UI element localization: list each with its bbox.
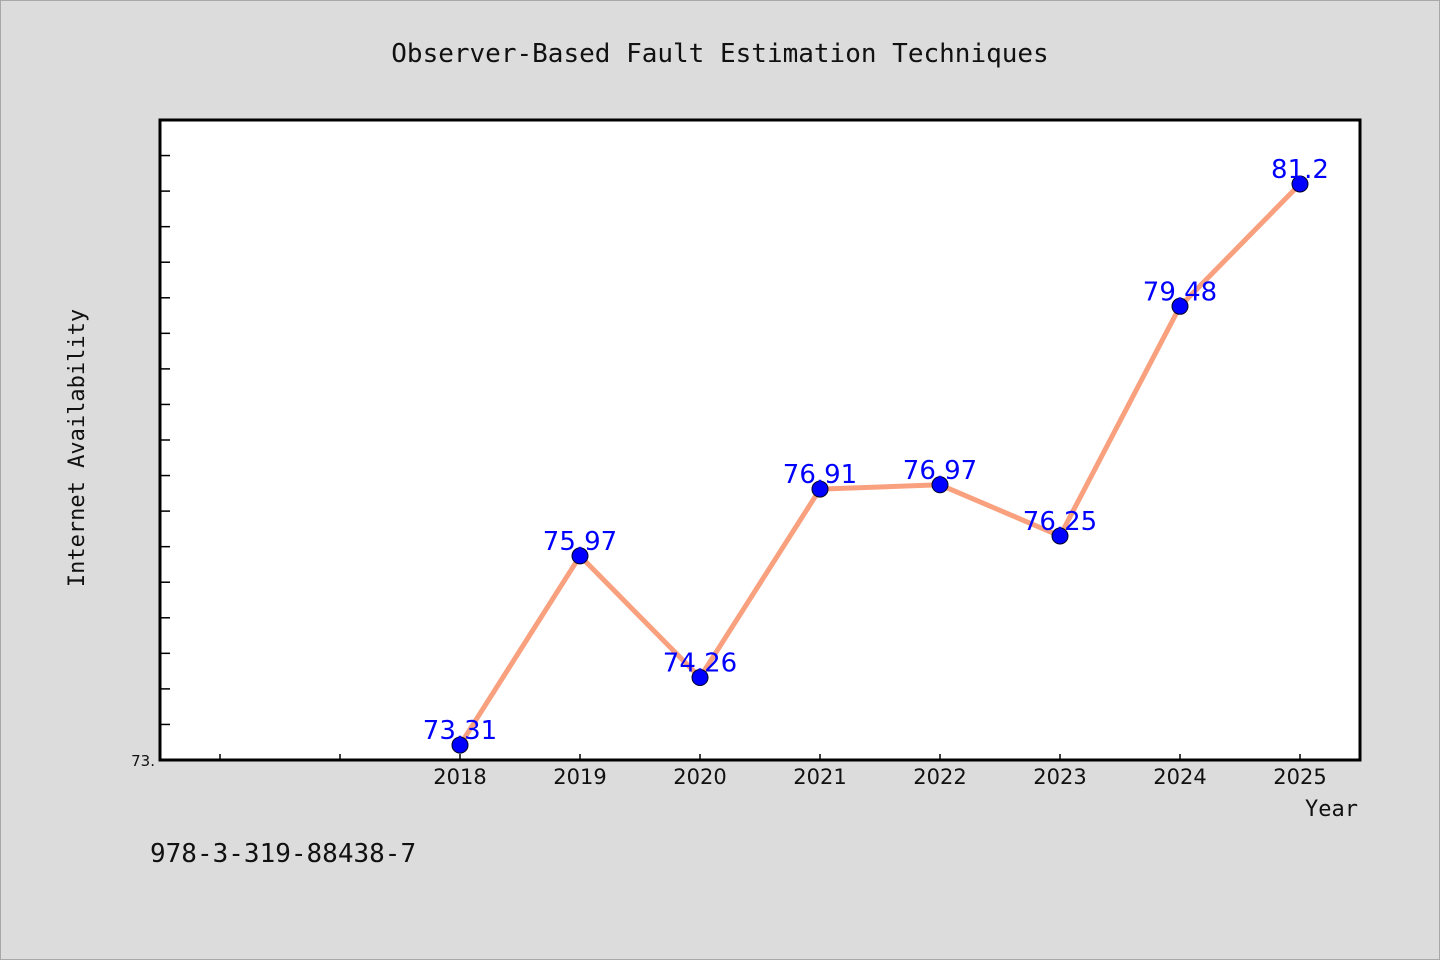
- x-tick-label: 2021: [793, 765, 846, 789]
- data-point: [1051, 527, 1069, 545]
- x-tick-labels: 2018 2019 2020 2021 2022 2023 2024 2025: [433, 765, 1326, 789]
- series-line: [457, 181, 1303, 748]
- y-axis-min-label: 73.: [131, 752, 155, 770]
- data-label: 79.48: [1143, 277, 1217, 307]
- data-label: 76.25: [1023, 507, 1097, 537]
- data-label: 76.97: [903, 456, 977, 486]
- data-point: [811, 480, 829, 498]
- data-label: 76.91: [783, 460, 857, 490]
- x-tick-label: 2018: [433, 765, 486, 789]
- data-point: [1171, 297, 1189, 315]
- data-point: [1291, 175, 1309, 193]
- x-tick-label: 2023: [1033, 765, 1086, 789]
- data-label: 81.2: [1271, 155, 1329, 185]
- plot-area: [158, 118, 1362, 762]
- data-point: [931, 476, 949, 494]
- data-point: [451, 736, 469, 754]
- x-axis-label: Year: [1305, 797, 1358, 822]
- series-line-group: [457, 181, 1303, 748]
- x-tick-label: 2024: [1153, 765, 1206, 789]
- data-markers: [451, 175, 1309, 754]
- data-labels: 73.31 75.97 74.26 76.91 76.97 76.25 79.48 81.2: [423, 155, 1329, 746]
- x-tick-label: 2019: [553, 765, 606, 789]
- data-label: 74.26: [663, 649, 737, 679]
- y-axis-minor-ticks: [160, 154, 170, 726]
- data-label: 75.97: [543, 527, 617, 557]
- x-tick-label: 2022: [913, 765, 966, 789]
- data-point: [571, 547, 589, 565]
- x-tick-label: 2025: [1273, 765, 1326, 789]
- x-tick-label: 2020: [673, 765, 726, 789]
- isbn-footer: 978-3-319-88438-7: [150, 839, 416, 869]
- data-label: 73.31: [423, 716, 497, 746]
- data-point: [691, 669, 709, 687]
- x-axis-ticks: [219, 754, 1301, 760]
- chart-title: Observer-Based Fault Estimation Techniqu…: [391, 39, 1048, 69]
- y-axis-label: Internet Availability: [65, 309, 90, 587]
